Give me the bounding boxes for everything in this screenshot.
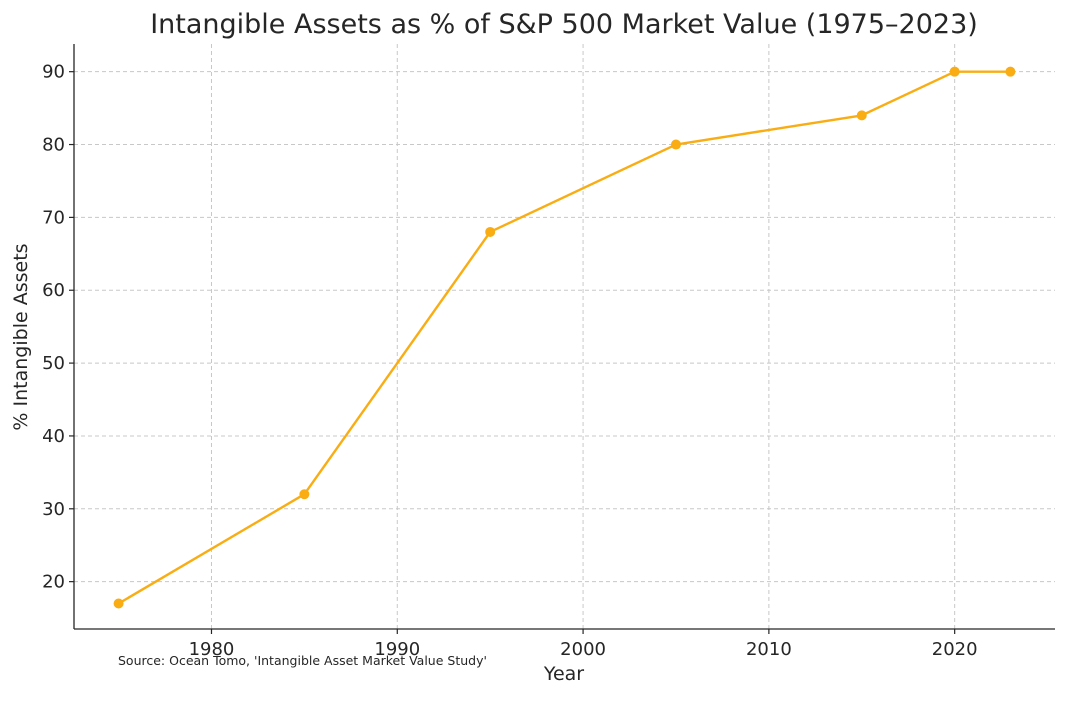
y-axis-label: % Intangible Assets: [10, 243, 32, 430]
data-point: [299, 489, 310, 500]
x-tick-label: 2010: [746, 639, 792, 660]
chart-title: Intangible Assets as % of S&P 500 Market…: [150, 9, 978, 40]
y-tick-label: 30: [42, 499, 65, 520]
series-layer: [113, 66, 1016, 609]
x-tick-label: 1990: [374, 639, 420, 660]
data-point: [856, 110, 867, 121]
grid: [74, 44, 1055, 629]
x-tick-label: 2020: [932, 639, 978, 660]
series-line: [117, 70, 1011, 605]
x-axis-label: Year: [543, 663, 584, 685]
y-tick-label: 60: [42, 280, 65, 301]
data-point: [485, 226, 496, 237]
y-tick-label: 80: [42, 135, 65, 156]
data-point: [949, 66, 960, 77]
y-tick-label: 70: [42, 207, 65, 228]
x-tick-label: 2000: [560, 639, 606, 660]
axes: [69, 44, 1055, 634]
y-tick-label: 40: [42, 426, 65, 447]
source-note: Source: Ocean Tomo, 'Intangible Asset Ma…: [118, 653, 487, 668]
x-tick-label: 1980: [189, 639, 235, 660]
y-tick-label: 20: [42, 572, 65, 593]
data-point: [113, 598, 124, 609]
y-tick-label: 90: [42, 62, 65, 83]
data-point: [670, 139, 681, 150]
y-tick-label: 50: [42, 353, 65, 374]
data-point: [1005, 66, 1016, 77]
